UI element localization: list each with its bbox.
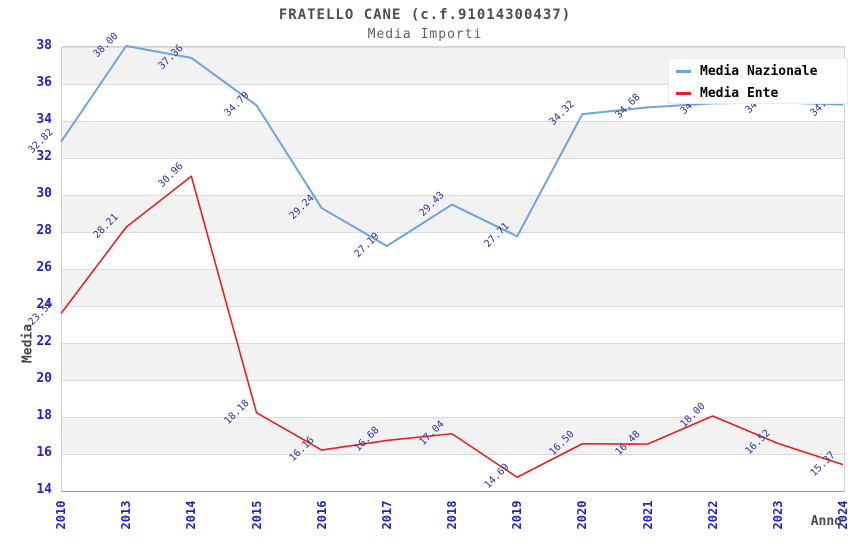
media-ente-line — [60, 175, 844, 479]
y-tick-label: 28 — [36, 223, 52, 238]
gridline — [62, 380, 844, 381]
gridline — [62, 417, 844, 418]
gridline — [62, 232, 844, 233]
y-tick-label: 18 — [36, 408, 52, 423]
y-tick-label: 14 — [36, 482, 52, 497]
gridline — [62, 306, 844, 307]
x-axis-title: Anno — [810, 514, 842, 529]
media-ente-line-sample-icon — [676, 91, 691, 95]
gridline — [62, 343, 844, 344]
gridline — [62, 195, 844, 196]
plot-band — [62, 417, 844, 454]
plot-band — [62, 121, 844, 158]
gridline — [62, 454, 844, 455]
y-tick-label: 30 — [36, 186, 52, 201]
plot-band — [62, 306, 844, 343]
y-tick-label: 38 — [36, 38, 52, 53]
legend-label: Media Nazionale — [700, 63, 818, 79]
gridline — [62, 84, 844, 85]
chart-subtitle: Media Importi — [367, 27, 483, 42]
plot-band — [62, 380, 844, 417]
plot-band — [62, 454, 844, 491]
plot-band — [62, 195, 844, 232]
gridline — [62, 158, 844, 159]
media-nazionale-line-sample-icon — [676, 69, 691, 73]
legend-box: Media Nazionale Media Ente — [668, 58, 848, 104]
plot-band — [62, 232, 844, 269]
plot-band — [62, 343, 844, 380]
chart-title: FRATELLO CANE (c.f.91014300437) — [278, 7, 572, 23]
gridline — [62, 269, 844, 270]
legend-item-media-ente: Media Ente — [669, 83, 847, 103]
y-tick-label: 16 — [36, 445, 52, 460]
y-tick-label: 22 — [36, 334, 52, 349]
y-tick-label: 20 — [36, 371, 52, 386]
gridline — [62, 47, 844, 48]
y-tick-label: 26 — [36, 260, 52, 275]
y-tick-label: 34 — [36, 112, 52, 127]
plot-area — [61, 46, 845, 492]
y-tick-label: 24 — [36, 297, 52, 312]
legend-label: Media Ente — [700, 85, 779, 101]
gridline — [62, 121, 844, 122]
plot-band — [62, 269, 844, 306]
legend-item-media-nazionale: Media Nazionale — [669, 61, 847, 81]
plot-band — [62, 158, 844, 195]
y-tick-label: 32 — [36, 149, 52, 164]
y-tick-label: 36 — [36, 75, 52, 90]
